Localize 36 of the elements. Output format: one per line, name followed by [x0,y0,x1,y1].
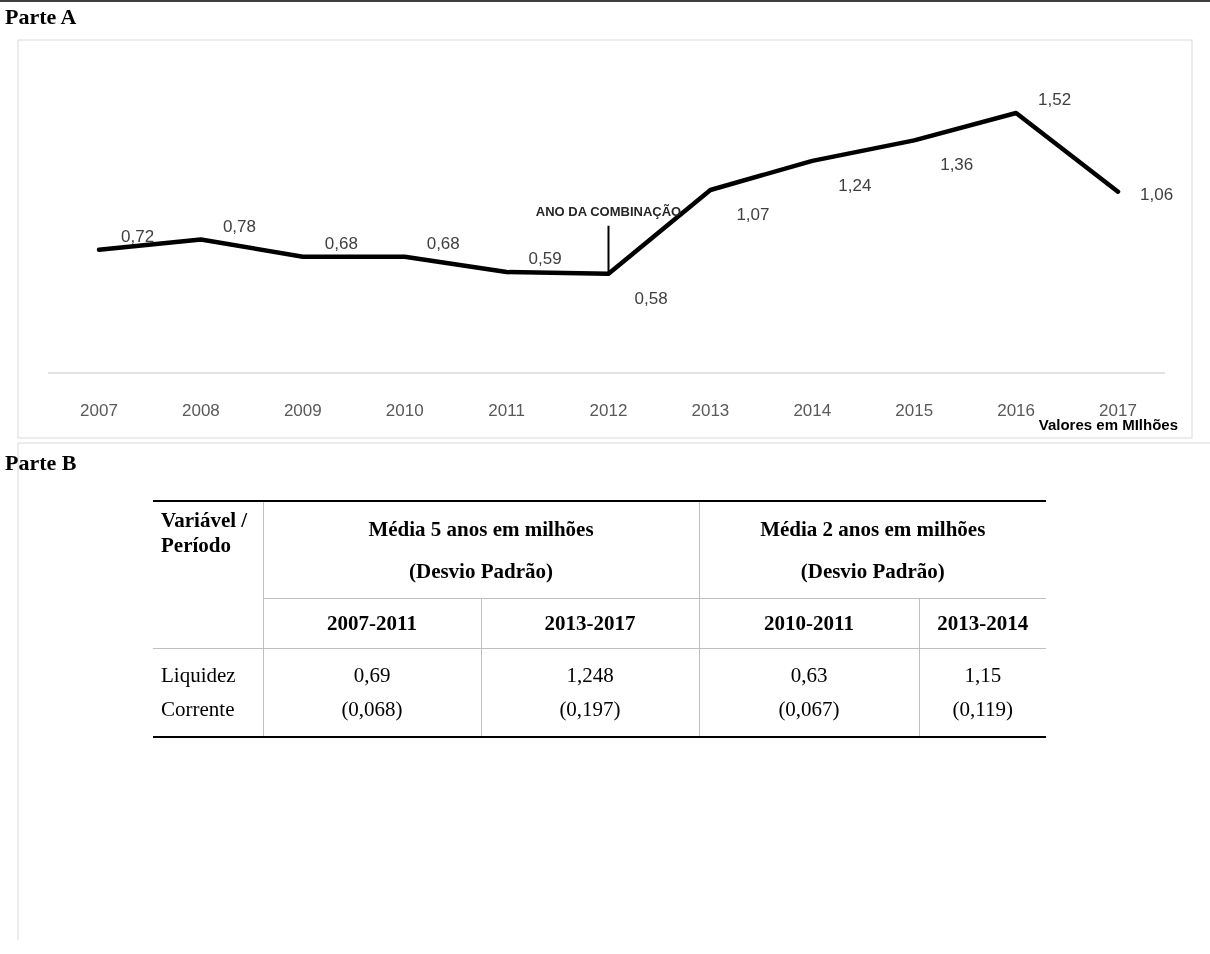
text: 1,248 (0,197) [481,648,699,738]
data-label: 0,72 [121,226,155,246]
data-label: 0,58 [634,288,668,308]
text: Variável / Período [153,501,263,649]
text: 1,15 (0,119) [919,648,1046,738]
x-tick-label: 2012 [589,401,628,420]
data-label: 0,68 [324,233,358,253]
x-tick-label: 2007 [80,401,118,420]
x-tick-label: 2016 [997,401,1036,420]
data-label: 1,06 [1140,184,1174,204]
text: Média 5 anos em milhões (Desvio Padrão) [263,501,699,599]
data-label: 0,78 [222,216,256,236]
x-tick-label: 2008 [181,401,220,420]
data-label: 1,24 [838,175,872,195]
data-label: 1,52 [1038,90,1072,109]
x-tick-label: 2015 [895,401,934,420]
x-tick-label: 2013 [691,401,730,420]
x-tick-label: 2010 [385,401,424,420]
data-label: 0,59 [528,249,562,269]
text: Média 2 anos em milhões (Desvio Padrão) [699,501,1046,599]
text: Liquidez Corrente [153,648,263,738]
text: 2010-2011 [699,598,919,649]
data-label: 1,36 [940,155,974,175]
text: 0,63 (0,067) [699,648,919,738]
data-label: 1,07 [736,204,770,224]
x-tick-label: 2014 [793,401,832,420]
chart-title: Parte A [5,4,77,29]
data-label: 0,68 [426,233,460,253]
text: 0,69 (0,068) [263,648,481,738]
text: Parte B [5,450,77,475]
text: 2007-2011 [263,598,481,649]
text: 2013-2017 [481,598,699,649]
text: 2013-2014 [919,598,1046,649]
annotation: ANO DA COMBINAÇÃO [535,203,682,219]
x-tick-label: 2011 [488,401,525,420]
x-tick-label: 2009 [283,401,322,420]
